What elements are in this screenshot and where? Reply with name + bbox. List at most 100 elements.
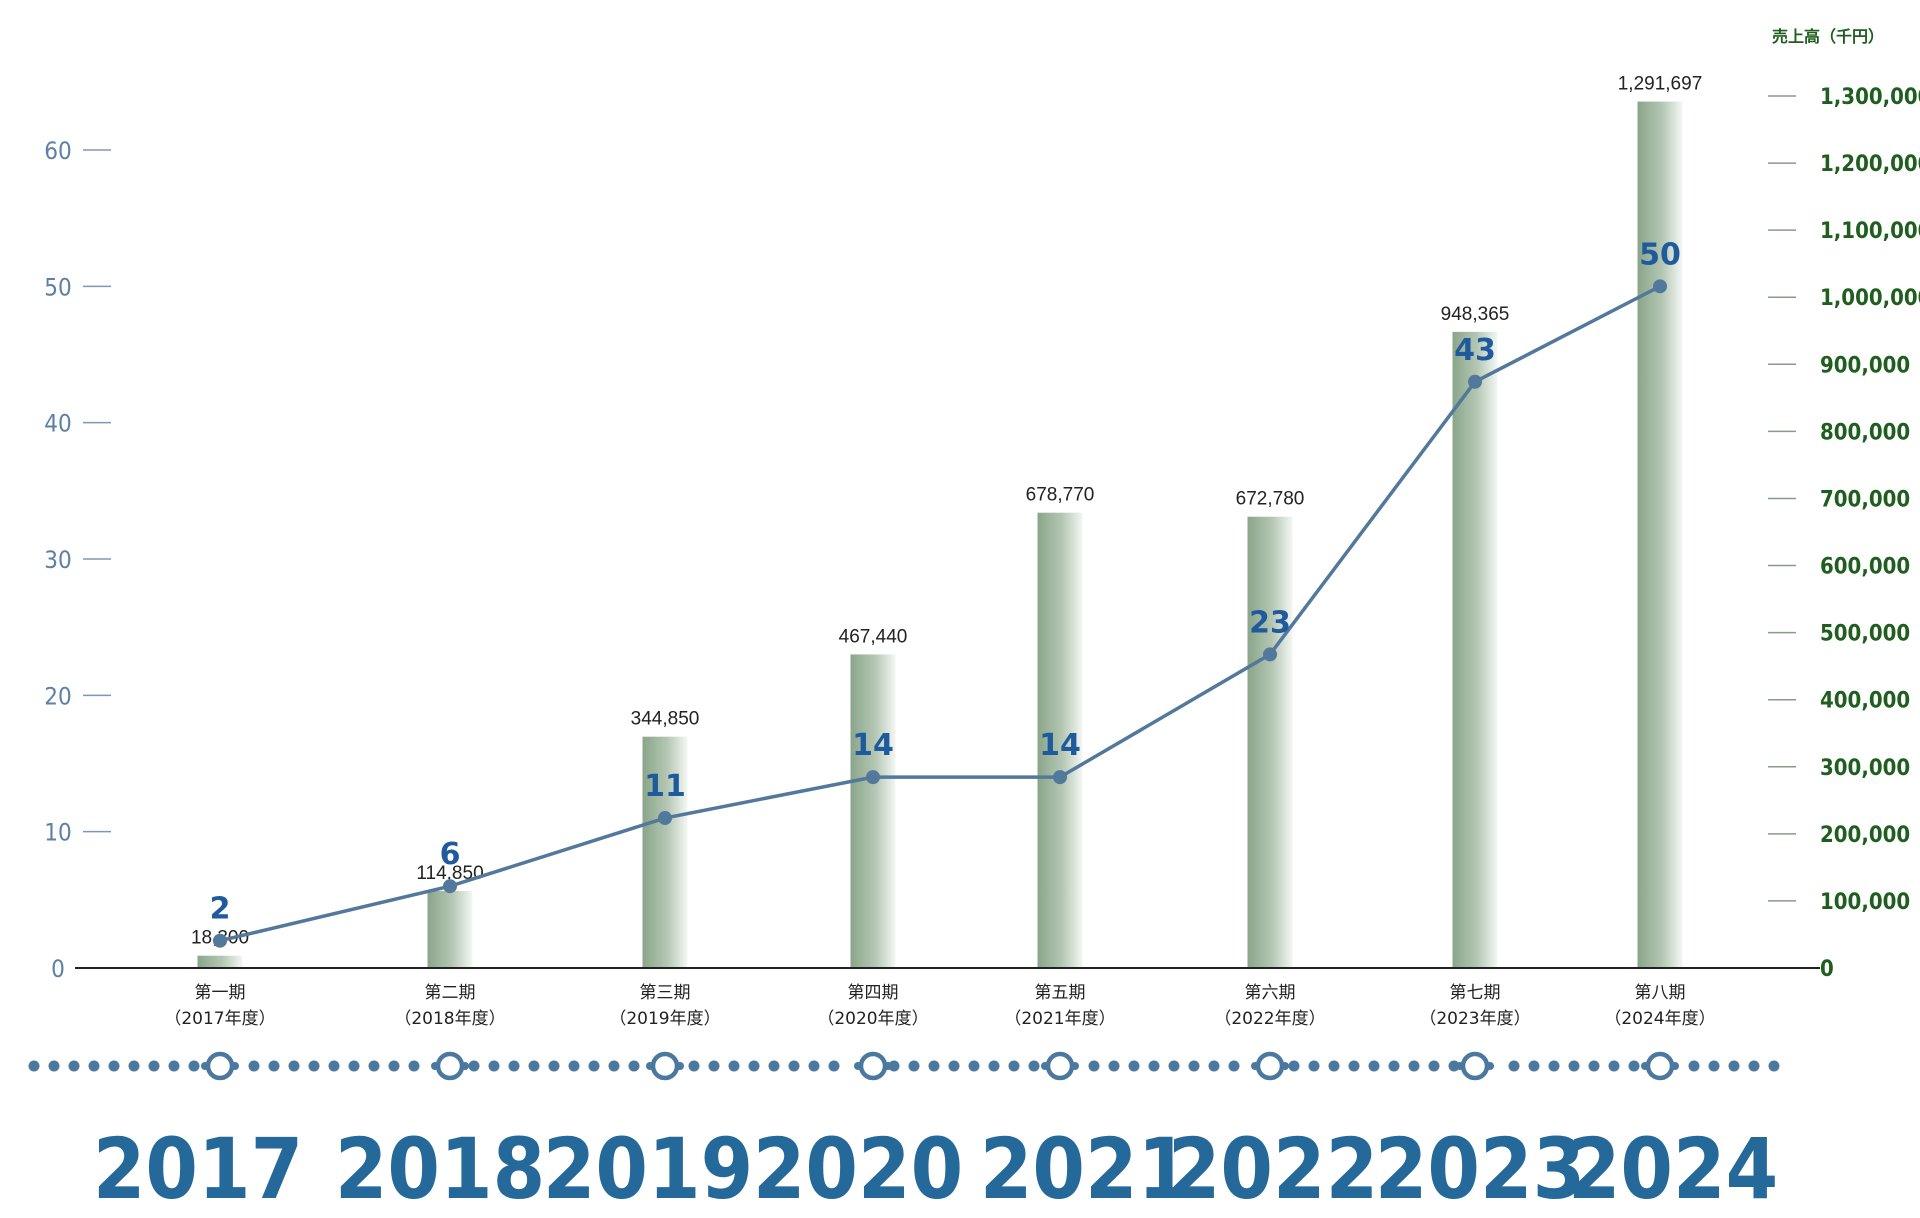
timeline-dot (1688, 1060, 1700, 1072)
line-point (1468, 374, 1482, 389)
timeline-dot (788, 1060, 800, 1072)
timeline-dot (1008, 1060, 1020, 1072)
count-label: 6 (440, 837, 461, 872)
timeline-dot (468, 1060, 480, 1072)
left-tick-label: 30 (44, 546, 71, 574)
timeline-dot (1608, 1060, 1620, 1072)
bar (642, 736, 688, 968)
timeline-dot (1708, 1060, 1720, 1072)
timeline-dot (1208, 1060, 1220, 1072)
right-tick-label: 100,000 (1820, 890, 1910, 915)
category-label: 第六期 （2022年度） (1214, 983, 1325, 1029)
timeline-dot (1628, 1060, 1640, 1072)
category-period: 第三期 (640, 983, 691, 1003)
left-tick-label: 0 (51, 955, 65, 983)
timeline-dot (1308, 1060, 1320, 1072)
category-period: 第二期 (425, 983, 476, 1003)
category-period: 第四期 (848, 983, 899, 1003)
right-tick-label: 500,000 (1820, 622, 1910, 647)
category-period: 第六期 (1245, 983, 1296, 1003)
category-year: （2020年度） (817, 1009, 928, 1029)
timeline-dot (1408, 1060, 1420, 1072)
year-label: 2017 (93, 1120, 303, 1218)
bar (1452, 331, 1498, 968)
timeline-dot (1728, 1060, 1740, 1072)
timeline-dot (188, 1060, 200, 1072)
right-tick-label: 1,300,000 (1820, 85, 1920, 110)
line-point (443, 879, 457, 894)
right-tick-label: 700,000 (1820, 487, 1910, 512)
category-label: 第七期 （2023年度） (1419, 983, 1530, 1029)
line-path (219, 284, 1661, 943)
category-label: 第五期 （2021年度） (1004, 983, 1115, 1029)
category-year: （2018年度） (394, 1009, 505, 1029)
timeline-dot (108, 1060, 120, 1072)
category-year: （2017年度） (164, 1009, 275, 1029)
right-tick-label: 1,000,000 (1820, 286, 1920, 311)
timeline-dot (908, 1060, 920, 1072)
timeline-ring (1045, 1051, 1075, 1081)
left-axis: 0 10 20 30 40 50 60 (44, 137, 111, 983)
category-label: 第二期 （2018年度） (394, 983, 505, 1029)
year-label: 2024 (1568, 1120, 1778, 1218)
timeline-dot (528, 1060, 540, 1072)
line-point (1263, 647, 1277, 662)
timeline-dot (328, 1060, 340, 1072)
bar (1637, 101, 1683, 968)
timeline-dot (408, 1060, 420, 1072)
category-period: 第七期 (1450, 983, 1501, 1003)
left-tick-label: 10 (44, 819, 71, 847)
count-label: 2 (210, 892, 231, 927)
year-label: 2022 (1168, 1120, 1378, 1218)
timeline-dot (1748, 1060, 1760, 1072)
bar (197, 955, 243, 968)
year-label: 2023 (1375, 1120, 1585, 1218)
bar (427, 890, 473, 968)
count-label: 43 (1454, 333, 1496, 368)
timeline-dot (1228, 1060, 1240, 1072)
bar-value-label: 948,365 (1441, 304, 1510, 325)
category-label: 第三期 （2019年度） (609, 983, 720, 1029)
line-point (866, 770, 880, 785)
category-year: （2019年度） (609, 1009, 720, 1029)
right-tick-label: 0 (1820, 957, 1834, 982)
left-tick-label: 20 (44, 682, 71, 710)
timeline-dot (748, 1060, 760, 1072)
timeline-dot (568, 1060, 580, 1072)
bar-value-label: 1,291,697 (1618, 74, 1703, 95)
timeline-dot (248, 1060, 260, 1072)
timeline-dot (1768, 1060, 1780, 1072)
bar (1037, 512, 1083, 968)
year-label: 2020 (753, 1120, 963, 1218)
right-tick-label: 1,100,000 (1820, 219, 1920, 244)
timeline-dot (1148, 1060, 1160, 1072)
left-tick-label: 60 (44, 137, 71, 165)
count-label: 23 (1249, 605, 1291, 640)
timeline-dot (608, 1060, 620, 1072)
timeline-ring (1255, 1051, 1285, 1081)
timeline-dot (128, 1060, 140, 1072)
timeline-ring (205, 1051, 235, 1081)
count-label: 11 (644, 769, 686, 804)
count-label: 14 (852, 728, 894, 763)
timeline-dot (1188, 1060, 1200, 1072)
timeline-dot (1588, 1060, 1600, 1072)
category-label: 第一期 （2017年度） (164, 983, 275, 1029)
timeline-dot (1448, 1060, 1460, 1072)
timeline-dot (1388, 1060, 1400, 1072)
timeline-dot (28, 1060, 40, 1072)
year-label: 2019 (543, 1120, 753, 1218)
timeline-ring (435, 1051, 465, 1081)
timeline-dot (988, 1060, 1000, 1072)
right-tick-label: 400,000 (1820, 689, 1910, 714)
timeline-dot (1028, 1060, 1040, 1072)
right-axis-title: 売上高（千円） (1772, 27, 1884, 46)
category-period: 第一期 (195, 983, 246, 1003)
timeline-ring (858, 1051, 888, 1081)
bar-value-label: 672,780 (1236, 489, 1305, 510)
category-period: 第八期 (1635, 983, 1686, 1003)
category-label: 第八期 （2024年度） (1604, 983, 1715, 1029)
timeline-dot (688, 1060, 700, 1072)
